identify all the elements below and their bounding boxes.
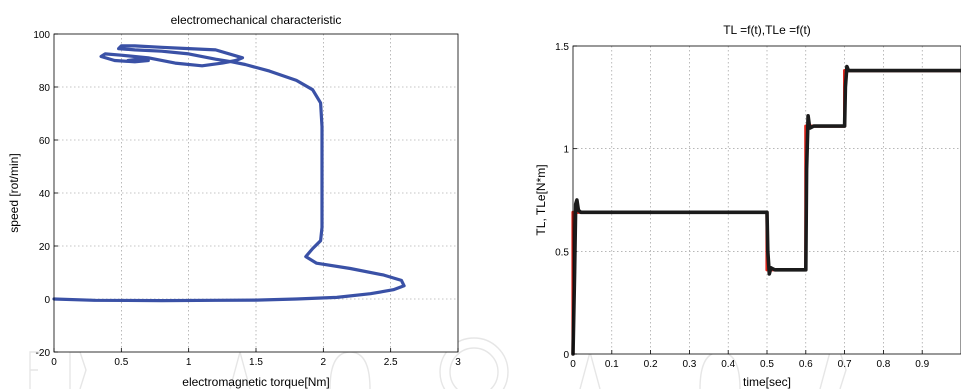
y-tick-label: 1 (563, 145, 569, 156)
x-tick-label: 0.4 (721, 359, 735, 370)
y-tick-label: -20 (36, 348, 51, 359)
x-tick-label: 0.2 (644, 359, 658, 370)
left-chart-title: electromechanical characteristic (171, 13, 342, 27)
right-gridlines (573, 46, 961, 354)
left-y-axis-label: speed [rot/min] (7, 153, 21, 232)
y-tick-label: 40 (39, 189, 51, 200)
right-y-axis-label: TL, TLe[N*m] (534, 164, 548, 235)
right-series (571, 64, 961, 356)
x-tick-label: 0 (51, 357, 57, 368)
series-line-0 (52, 44, 406, 303)
x-tick-label: 1 (186, 357, 192, 368)
x-tick-label: 0.5 (760, 359, 774, 370)
left-series (52, 44, 406, 303)
x-tick-label: 0.7 (838, 359, 852, 370)
right-chart-title: TL =f(t),TLe =f(t) (723, 23, 811, 37)
right-plot-frame (572, 45, 961, 355)
y-tick-label: 80 (39, 83, 51, 94)
right-plot-area (573, 46, 961, 354)
y-tick-label: 0 (44, 295, 50, 306)
y-tick-label: 60 (39, 136, 51, 147)
x-tick-label: 2.5 (384, 357, 398, 368)
x-tick-label: 0 (570, 359, 576, 370)
x-tick-label: 0.5 (114, 357, 128, 368)
right-chart-panel: 0 0.1 0.2 0.3 0.4 0.5 0.6 0.7 0.8 0.9 0 0.5 1 1.5 TL … (534, 23, 961, 389)
x-tick-label: 3 (455, 357, 461, 368)
x-tick-label: 0.3 (682, 359, 696, 370)
y-tick-label: 100 (33, 30, 50, 41)
x-tick-label: 2 (321, 357, 327, 368)
y-tick-label: 20 (39, 242, 51, 253)
left-x-axis-label: electromagnetic torque[Nm] (182, 375, 329, 389)
right-x-axis-label: time[sec] (743, 375, 791, 389)
y-tick-label: 0.5 (555, 247, 569, 258)
y-tick-label: 1.5 (555, 42, 569, 53)
left-plot-frame (53, 33, 459, 353)
x-tick-label: 0.6 (799, 359, 813, 370)
right-ticks: 0 0.1 0.2 0.3 0.4 0.5 0.6 0.7 0.8 0.9 0 0.5 1 1.5 (555, 42, 929, 370)
series-line-1 (571, 64, 961, 356)
x-tick-label: 0.1 (605, 359, 619, 370)
x-tick-label: 1.5 (249, 357, 263, 368)
x-tick-label: 0.9 (915, 359, 929, 370)
y-tick-label: 0 (563, 350, 569, 361)
x-tick-label: 0.8 (876, 359, 890, 370)
